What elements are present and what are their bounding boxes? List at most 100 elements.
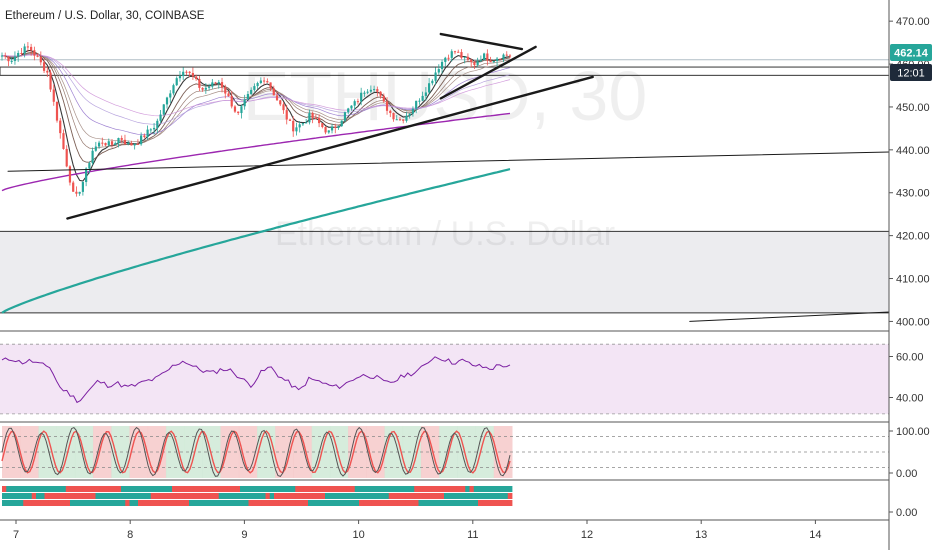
- momentum-cell: [363, 493, 368, 499]
- candle-body: [492, 60, 495, 63]
- trendline-4[interactable]: [7, 151, 891, 172]
- momentum-cell: [367, 500, 373, 506]
- momentum-cell: [104, 493, 109, 499]
- momentum-cell: [31, 493, 37, 499]
- momentum-cell: [316, 493, 322, 499]
- momentum-cell: [121, 500, 126, 506]
- momentum-cell: [384, 493, 390, 499]
- candle-body: [10, 60, 13, 62]
- candle-body: [233, 106, 237, 112]
- candle-body: [159, 114, 162, 121]
- momentum-cell: [333, 486, 339, 492]
- momentum-cell: [14, 500, 20, 506]
- candle-body: [175, 78, 178, 86]
- momentum-cell: [40, 500, 45, 506]
- momentum-cell: [507, 500, 513, 506]
- trendline-1[interactable]: [66, 75, 594, 220]
- candle-body: [20, 52, 23, 54]
- trendline-5[interactable]: [689, 311, 891, 322]
- momentum-cell: [350, 486, 356, 492]
- momentum-cell: [240, 500, 245, 506]
- candle-body: [237, 111, 240, 114]
- momentum-cell: [218, 500, 224, 506]
- momentum-cell: [422, 493, 428, 499]
- candle-body: [136, 143, 139, 145]
- candle-body: [330, 126, 334, 131]
- momentum-cell: [354, 493, 360, 499]
- candle-body: [353, 101, 356, 106]
- momentum-cell: [23, 493, 28, 499]
- candle-body: [463, 56, 466, 58]
- momentum-cell: [70, 486, 75, 492]
- momentum-cell: [78, 493, 84, 499]
- momentum-cell: [401, 500, 407, 506]
- candle-body: [366, 91, 369, 93]
- momentum-cell: [240, 486, 245, 492]
- momentum-cell: [193, 493, 198, 499]
- momentum-cell: [150, 486, 156, 492]
- price-tick-label: 470.00: [896, 16, 930, 28]
- trendlines[interactable]: [7, 32, 891, 322]
- momentum-cell: [303, 486, 309, 492]
- candle-body: [123, 139, 127, 145]
- stoch-trend-zone: [20, 426, 39, 478]
- candle-body: [101, 142, 104, 144]
- candle-body: [288, 119, 292, 121]
- trendline-2[interactable]: [439, 45, 537, 100]
- candle-body: [191, 73, 195, 77]
- momentum-cell: [36, 493, 41, 499]
- candle-body: [42, 62, 46, 71]
- candle-body: [327, 130, 330, 133]
- momentum-cell: [244, 500, 249, 506]
- candle-body: [314, 117, 317, 119]
- trendline-3[interactable]: [439, 32, 524, 51]
- momentum-cell: [163, 500, 169, 506]
- candle-body: [505, 54, 508, 56]
- momentum-cell: [461, 493, 466, 499]
- momentum-cell: [282, 493, 288, 499]
- momentum-cell: [125, 493, 130, 499]
- momentum-cell: [439, 500, 445, 506]
- stoch-tick-label: 100.00: [896, 426, 930, 438]
- momentum-cell: [312, 486, 317, 492]
- momentum-cell: [87, 493, 92, 499]
- momentum-cell: [405, 500, 411, 506]
- candle-body: [440, 61, 444, 70]
- momentum-cell: [427, 486, 432, 492]
- momentum-cell: [116, 493, 122, 499]
- candle-body: [470, 59, 473, 62]
- momentum-cell: [265, 500, 271, 506]
- momentum-cell: [159, 493, 164, 499]
- candle-body: [4, 55, 7, 57]
- candle-body: [107, 141, 110, 146]
- momentum-cell: [19, 500, 24, 506]
- momentum-cell: [456, 500, 462, 506]
- momentum-panel[interactable]: [2, 486, 513, 506]
- momentum-cell: [163, 493, 169, 499]
- momentum-cell: [393, 486, 398, 492]
- momentum-cell: [95, 500, 101, 506]
- momentum-cell: [61, 500, 67, 506]
- momentum-cell: [282, 500, 288, 506]
- momentum-cell: [133, 500, 139, 506]
- stochastic-panel[interactable]: [0, 426, 889, 478]
- momentum-cell: [201, 500, 207, 506]
- momentum-cell: [410, 486, 415, 492]
- candle-body: [508, 55, 512, 57]
- time-tick-label: 7: [13, 529, 19, 541]
- momentum-cell: [299, 486, 305, 492]
- price-axis[interactable]: [889, 0, 932, 550]
- momentum-cell: [495, 486, 500, 492]
- rsi-panel[interactable]: [0, 343, 889, 415]
- candle-body: [275, 95, 279, 101]
- candle-body: [75, 191, 78, 194]
- bar-timer-box: [890, 64, 932, 81]
- momentum-cell: [452, 493, 458, 499]
- momentum-cell: [65, 500, 71, 506]
- momentum-cell: [286, 493, 292, 499]
- momentum-cell: [2, 500, 7, 506]
- momentum-cell: [337, 493, 343, 499]
- momentum-cell: [176, 500, 181, 506]
- momentum-cell: [193, 500, 198, 506]
